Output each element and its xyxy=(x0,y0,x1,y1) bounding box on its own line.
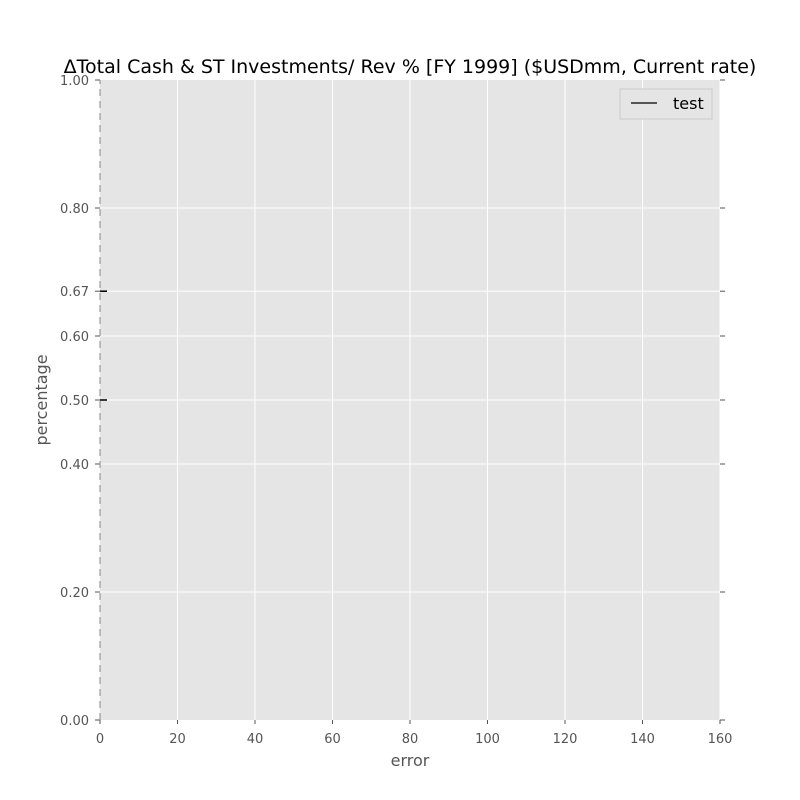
y-tick-label: 0.20 xyxy=(60,586,89,601)
x-tick-label: 140 xyxy=(630,732,655,747)
x-tick-label: 120 xyxy=(553,732,578,747)
axis-ticks xyxy=(95,79,725,724)
legend: test xyxy=(619,88,713,120)
y-tick-label: 0.67 xyxy=(60,285,89,300)
y-tick-label: 1.00 xyxy=(60,74,89,89)
x-tick-label: 160 xyxy=(708,732,733,747)
x-tick-label: 20 xyxy=(169,732,186,747)
tick-labels: 0 20 40 60 80 100 120 140 160 0.00 0.20 0.40 0.50 0.6… xyxy=(60,74,732,747)
y-tick-label: 0.40 xyxy=(60,458,89,473)
x-tick-label: 100 xyxy=(475,732,500,747)
x-tick-label: 40 xyxy=(247,732,264,747)
y-tick-label: 0.00 xyxy=(60,714,89,729)
y-tick-label: 0.50 xyxy=(60,394,89,409)
x-axis-label: error xyxy=(391,751,430,770)
chart-title: ΔTotal Cash & ST Investments/ Rev % [FY … xyxy=(64,56,757,78)
y-tick-label: 0.60 xyxy=(60,330,89,345)
legend-label: test xyxy=(673,94,704,113)
x-tick-label: 60 xyxy=(324,732,341,747)
legend-box xyxy=(619,88,713,120)
x-tick-label: 80 xyxy=(402,732,419,747)
y-axis-label: percentage xyxy=(32,354,51,445)
x-tick-label: 0 xyxy=(96,732,104,747)
y-tick-label: 0.80 xyxy=(60,202,89,217)
series-lines xyxy=(99,80,107,720)
